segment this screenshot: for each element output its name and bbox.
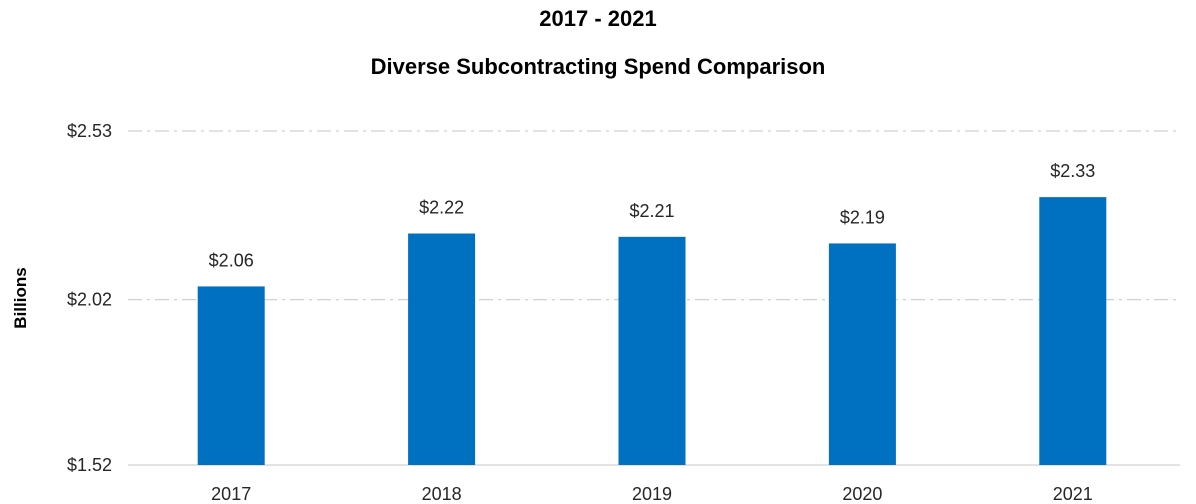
x-tick-label: 2021 xyxy=(1053,484,1093,504)
chart-title-line2: Diverse Subcontracting Spend Comparison xyxy=(371,54,826,79)
y-axis-title: Billions xyxy=(11,267,30,328)
bar-2017 xyxy=(197,286,265,465)
data-label-2021: $2.33 xyxy=(1050,161,1095,181)
bar-2018 xyxy=(408,233,476,465)
bar-2020 xyxy=(828,243,896,465)
x-tick-label: 2020 xyxy=(842,484,882,504)
bar-2019 xyxy=(618,236,686,465)
bars xyxy=(197,197,1107,465)
data-labels: $2.06 $2.22 $2.21 $2.19 $2.33 xyxy=(209,161,1096,270)
x-tick-label: 2018 xyxy=(422,484,462,504)
bar-2021 xyxy=(1039,197,1107,465)
y-tick-label: $2.02 xyxy=(67,290,112,310)
data-label-2018: $2.22 xyxy=(419,198,464,218)
y-axis-ticks: $1.52 $2.02 $2.53 xyxy=(67,121,112,475)
x-tick-label: 2019 xyxy=(632,484,672,504)
data-label-2017: $2.06 xyxy=(209,250,254,270)
x-tick-label: 2017 xyxy=(211,484,251,504)
data-label-2020: $2.19 xyxy=(840,207,885,227)
x-axis-ticks: 2017 2018 2019 2020 2021 xyxy=(211,484,1093,504)
data-label-2019: $2.21 xyxy=(629,201,674,221)
y-tick-label: $1.52 xyxy=(67,455,112,475)
chart-title-line1: 2017 - 2021 xyxy=(539,6,656,31)
y-tick-label: $2.53 xyxy=(67,121,112,141)
